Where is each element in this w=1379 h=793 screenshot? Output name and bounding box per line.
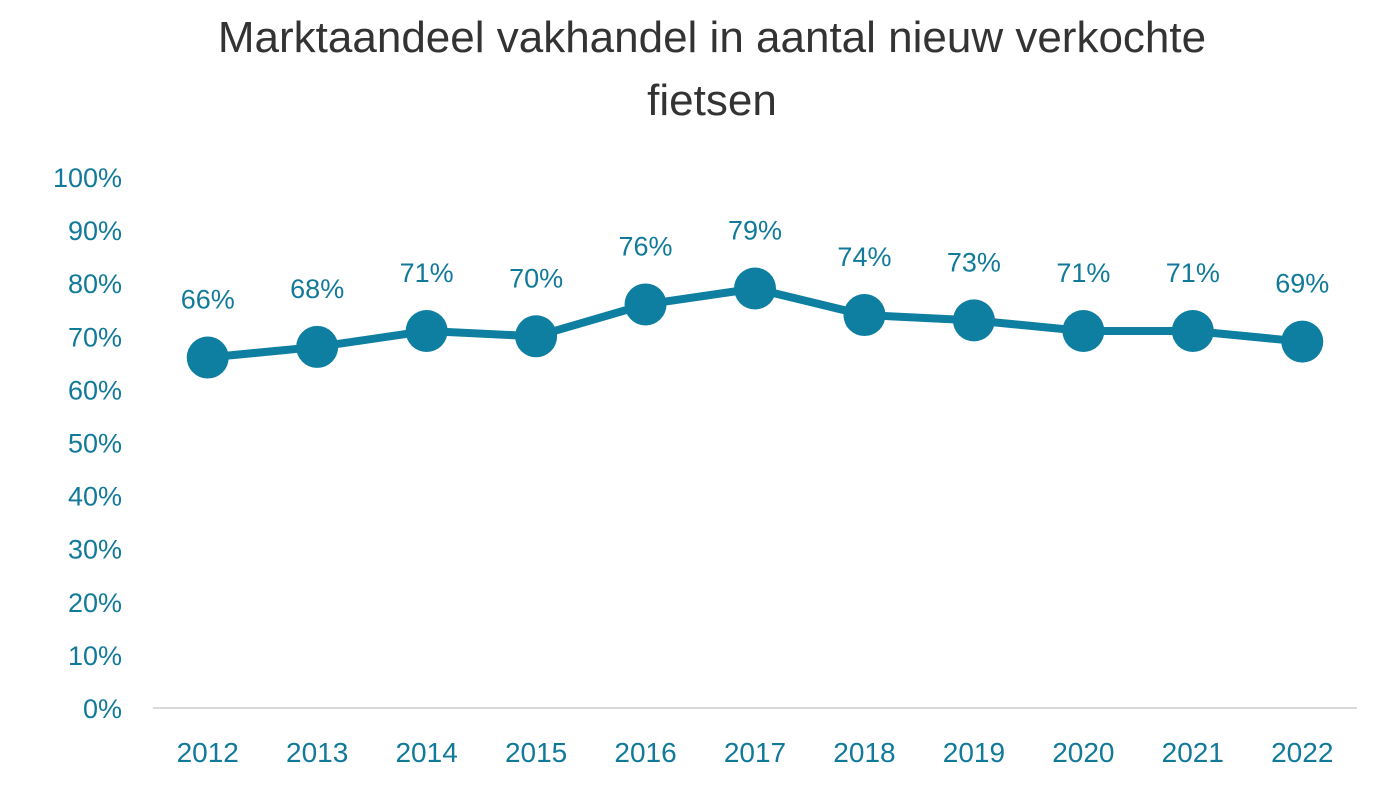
y-tick-label: 40% [68,482,122,512]
chart-title-line-2: fietsen [647,76,777,125]
x-tick-label: 2020 [1052,737,1114,768]
y-axis: 0% 10% 20% 30% 40% 50% 60% 70% 80% 90% 100% [53,163,122,724]
data-point [405,309,448,352]
y-tick-label: 100% [53,163,122,193]
data-point [843,294,886,337]
x-tick-label: 2013 [286,737,348,768]
y-tick-label: 50% [68,429,122,459]
data-point [1062,309,1105,352]
y-tick-label: 0% [83,694,122,724]
data-label: 69% [1275,269,1329,299]
data-point [734,267,776,310]
data-point [515,315,558,358]
y-tick-label: 80% [68,269,122,299]
x-tick-label: 2012 [177,737,239,768]
y-tick-label: 10% [68,641,122,671]
chart-title-line-1: Marktaandeel vakhandel in aantal nieuw v… [218,13,1206,62]
data-label: 66% [181,285,235,315]
x-axis: 2012 2013 2014 2015 2016 2017 2018 2019 2020 2021… [153,707,1357,768]
data-label: 71% [1056,258,1110,288]
data-point [186,336,229,379]
x-tick-label: 2019 [943,737,1005,768]
data-label: 79% [728,216,782,246]
data-point [1171,309,1214,352]
x-tick-label: 2016 [614,737,676,768]
y-tick-label: 70% [68,322,122,352]
x-tick-label: 2022 [1271,737,1333,768]
data-label: 68% [290,274,344,304]
x-tick-label: 2015 [505,737,567,768]
data-point [624,283,667,326]
data-label: 71% [1166,258,1220,288]
y-tick-label: 30% [68,535,122,565]
y-tick-label: 20% [68,588,122,618]
y-tick-label: 90% [68,216,122,246]
x-tick-label: 2018 [833,737,895,768]
series-layer: 66% 68% 71% 70% 76% 79% 74% 73% 71% 71% 69% [181,216,1329,379]
data-point [952,299,995,342]
data-label: 74% [837,242,891,272]
data-label: 76% [619,231,673,261]
data-label: 70% [509,263,563,293]
x-tick-label: 2014 [395,737,457,768]
data-point [1281,320,1324,363]
data-label: 71% [400,258,454,288]
data-label: 73% [947,247,1001,277]
x-tick-label: 2017 [724,737,786,768]
x-tick-label: 2021 [1162,737,1224,768]
data-point [296,325,339,368]
y-tick-label: 60% [68,375,122,405]
